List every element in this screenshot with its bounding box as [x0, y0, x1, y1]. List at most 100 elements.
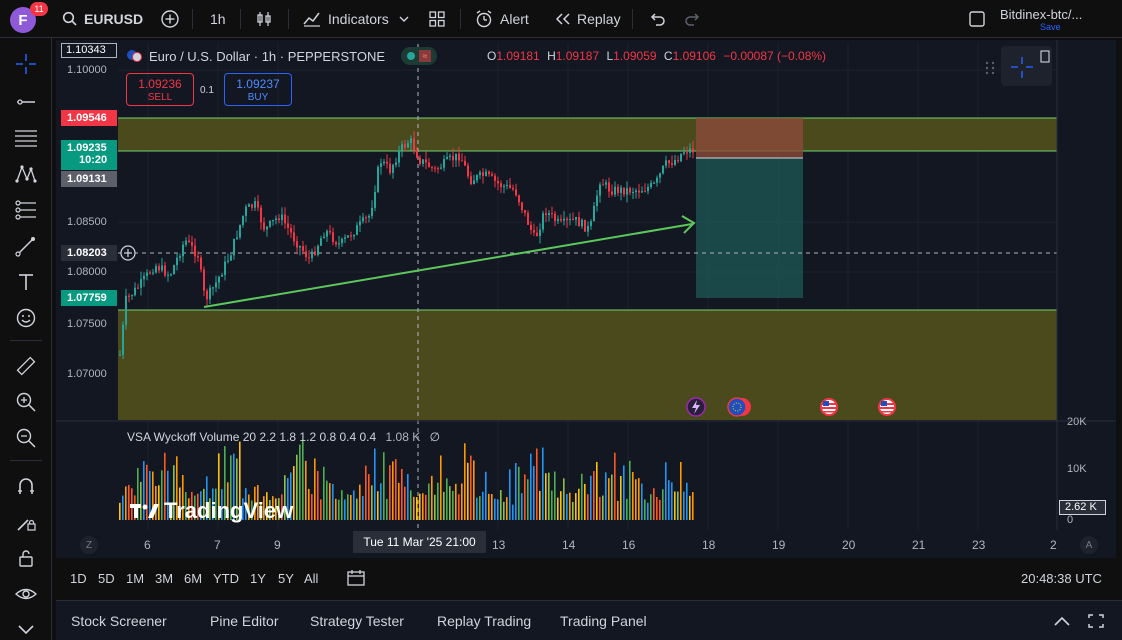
toolbar-divider [460, 9, 461, 29]
text-tool[interactable] [12, 268, 40, 296]
crosshair-icon[interactable] [1011, 57, 1033, 78]
range-5d-button[interactable]: 5D [98, 570, 115, 586]
indicator-legend[interactable]: VSA Wyckoff Volume 20 2.2 1.8 1.2 0.8 0.… [127, 430, 441, 444]
interval-button[interactable]: 1h [210, 11, 226, 27]
tab-trading-panel[interactable]: Trading Panel [560, 613, 647, 629]
lower-demand-zone[interactable] [118, 310, 1057, 420]
volume-bar [248, 494, 250, 520]
candle-body [359, 221, 361, 226]
sell-button[interactable]: 1.09236 SELL [126, 73, 194, 106]
collapse-panel-button[interactable] [1052, 601, 1072, 640]
fullscreen-icon[interactable] [1040, 50, 1050, 63]
candle-body [212, 287, 214, 289]
maximize-panel-button[interactable] [1086, 601, 1106, 640]
zoom-in-tool[interactable] [12, 388, 40, 416]
brush-icon [15, 237, 35, 257]
fib-tool[interactable] [12, 124, 40, 152]
volume-bar [377, 491, 379, 520]
volume-bar [680, 461, 682, 520]
drag-handle-icon[interactable] [985, 61, 995, 75]
tab-stock-screener[interactable]: Stock Screener [71, 613, 167, 629]
date-range-picker[interactable] [346, 560, 366, 596]
volume-bar [608, 478, 610, 520]
replay-button[interactable]: Replay [554, 0, 621, 38]
range-ytd-button[interactable]: YTD [213, 570, 239, 586]
timezone-button[interactable]: Z [80, 536, 98, 554]
market-status-icon[interactable]: ≈ [401, 47, 437, 65]
tab-pine-editor[interactable]: Pine Editor [210, 613, 279, 629]
undo-button[interactable] [648, 0, 666, 38]
symbol-search-button[interactable]: EURUSD [62, 0, 143, 38]
candle-body [620, 187, 622, 193]
volume-bar [533, 466, 535, 520]
eu-us-flag-icon [127, 49, 143, 63]
chart-type-button[interactable] [255, 0, 273, 38]
range-5y-button[interactable]: 5Y [278, 570, 294, 586]
tab-replay-trading[interactable]: Replay Trading [437, 613, 532, 629]
candle-body [641, 191, 643, 193]
indicators-button[interactable]: Indicators [302, 0, 409, 38]
volume-bar [302, 439, 304, 520]
candle-body [533, 229, 535, 233]
crosshair-tool[interactable] [12, 50, 40, 78]
us-flag-icon[interactable] [820, 398, 838, 416]
brush-tool[interactable] [12, 232, 40, 260]
chart-legend[interactable]: Euro / U.S. Dollar · 1h · PEPPERSTONE ≈ [127, 47, 437, 65]
candle-body [413, 138, 415, 151]
add-alert-plus-button[interactable] [120, 245, 136, 261]
upper-supply-zone[interactable] [118, 118, 1057, 151]
range-all-button[interactable]: All [304, 570, 319, 586]
zoom-out-tool[interactable] [12, 424, 40, 452]
eu-flag-icon[interactable] [727, 397, 751, 417]
volume-bar [137, 468, 139, 520]
measure-tool[interactable] [12, 352, 40, 380]
lightning-event-icon[interactable] [686, 397, 706, 417]
candle-body [320, 238, 322, 246]
auto-scale-button[interactable]: A [1080, 536, 1098, 554]
volume-bar [599, 496, 601, 520]
collapse-toolbar[interactable] [12, 616, 40, 640]
layout-menu-button[interactable]: Bitdinex-btc/... Save [968, 0, 1110, 38]
candle-body [494, 175, 496, 181]
candle-body [167, 274, 169, 276]
us-flag-icon[interactable] [878, 398, 896, 416]
candle-body [275, 218, 277, 221]
volume-bar [395, 459, 397, 520]
candle-body [128, 295, 130, 297]
floating-toolbar[interactable] [1001, 46, 1052, 86]
visibility-tool[interactable] [12, 580, 40, 608]
pattern-tool[interactable] [12, 160, 40, 188]
range-1d-button[interactable]: 1D [70, 570, 87, 586]
redo-button[interactable] [684, 0, 702, 38]
volume-bar [581, 473, 583, 520]
lock-drawings-tool[interactable] [12, 508, 40, 536]
range-3m-button[interactable]: 3M [155, 570, 174, 586]
forecast-tool[interactable] [12, 196, 40, 224]
utc-clock[interactable]: 20:48:38 UTC [1021, 570, 1102, 586]
layouts-button[interactable] [428, 0, 446, 38]
position-stop-zone[interactable] [696, 118, 803, 158]
compare-button[interactable] [160, 0, 180, 38]
range-1m-button[interactable]: 1M [126, 570, 145, 586]
buy-button[interactable]: 1.09237 BUY [224, 73, 292, 106]
chevron-down-icon [18, 625, 34, 635]
candle-body [386, 161, 388, 164]
lock-tool[interactable] [12, 544, 40, 572]
volume-bar [488, 493, 490, 520]
tab-strategy-tester[interactable]: Strategy Tester [310, 613, 404, 629]
candle-body [323, 236, 325, 239]
alert-button[interactable]: Alert [474, 0, 529, 38]
candlestick-series [119, 131, 694, 359]
candle-body [644, 191, 646, 193]
position-target-zone[interactable] [696, 158, 803, 298]
range-1y-button[interactable]: 1Y [250, 570, 266, 586]
candle-body [557, 218, 559, 221]
candle-body [509, 184, 511, 188]
trend-line-tool[interactable] [12, 88, 40, 116]
volume-axis-20k: 20K [1067, 416, 1087, 428]
emoji-tool[interactable] [12, 304, 40, 332]
magnet-tool[interactable] [12, 472, 40, 500]
trend-line[interactable] [203, 223, 693, 308]
range-6m-button[interactable]: 6M [184, 570, 203, 586]
